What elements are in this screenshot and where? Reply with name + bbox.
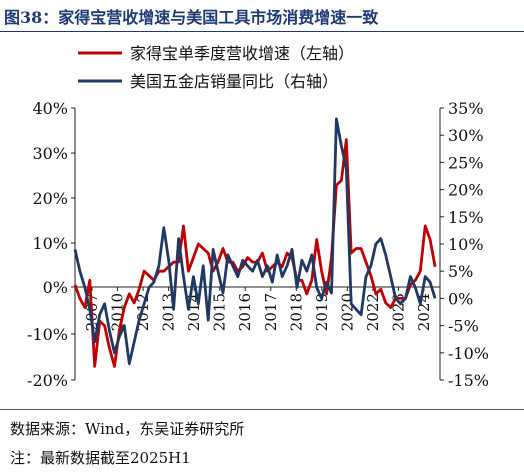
right-axis-tick-label: 20% (448, 181, 484, 200)
x-axis-tick-label: 2022 (364, 293, 382, 331)
right-axis-tick-label: 15% (448, 208, 484, 227)
x-axis-tick-label: 2018 (287, 293, 305, 331)
x-axis-tick-label: 2020 (338, 293, 356, 331)
footer-divider (0, 409, 524, 410)
series-line-hardware-sales-yoy (73, 117, 437, 366)
right-axis-tick-label: 0% (448, 289, 473, 308)
chart-plot-area (73, 117, 437, 368)
left-axis-tick-label: 20% (32, 189, 68, 208)
legend-label: 家得宝单季度营收增速（左轴） (130, 44, 354, 63)
x-axis-tick-label: 2019 (313, 293, 331, 331)
figure-title: 图38：家得宝营收增速与美国工具市场消费增速一致 (4, 8, 379, 27)
x-axis-tick-label: 2017 (262, 293, 280, 331)
title-divider (0, 31, 524, 32)
right-axis-tick-label: 25% (448, 153, 484, 172)
right-axis-tick-label: 5% (448, 262, 473, 281)
chart-legend: 家得宝单季度营收增速（左轴） 美国五金店销量同比（右轴） (78, 44, 354, 91)
footnote: 注：最新数据截至2025H1 (10, 449, 191, 467)
series-line-revenue-growth (73, 138, 437, 368)
x-axis-tick-label: 2015 (211, 293, 229, 331)
right-axis-tick-label: -5% (448, 317, 479, 336)
legend-label: 美国五金店销量同比（右轴） (130, 72, 338, 91)
source-note: 数据来源：Wind，东吴证券研究所 (10, 420, 245, 438)
right-axis-tick-label: 10% (448, 235, 484, 254)
left-axis-tick-label: 40% (32, 99, 68, 118)
left-axis-tick-label: 10% (32, 234, 68, 253)
left-axis-tick-label: -10% (27, 325, 68, 344)
right-axis-tick-label: -15% (448, 371, 489, 390)
right-axis-tick-label: -10% (448, 344, 489, 363)
right-axis-tick-label: 35% (448, 99, 484, 118)
left-axis-tick-label: -20% (27, 371, 68, 390)
right-axis-tick-label: 30% (448, 126, 484, 145)
x-axis-tick-label: 2016 (236, 293, 254, 331)
left-axis-tick-label: 30% (32, 144, 68, 163)
left-axis-tick-label: 0% (43, 278, 68, 297)
